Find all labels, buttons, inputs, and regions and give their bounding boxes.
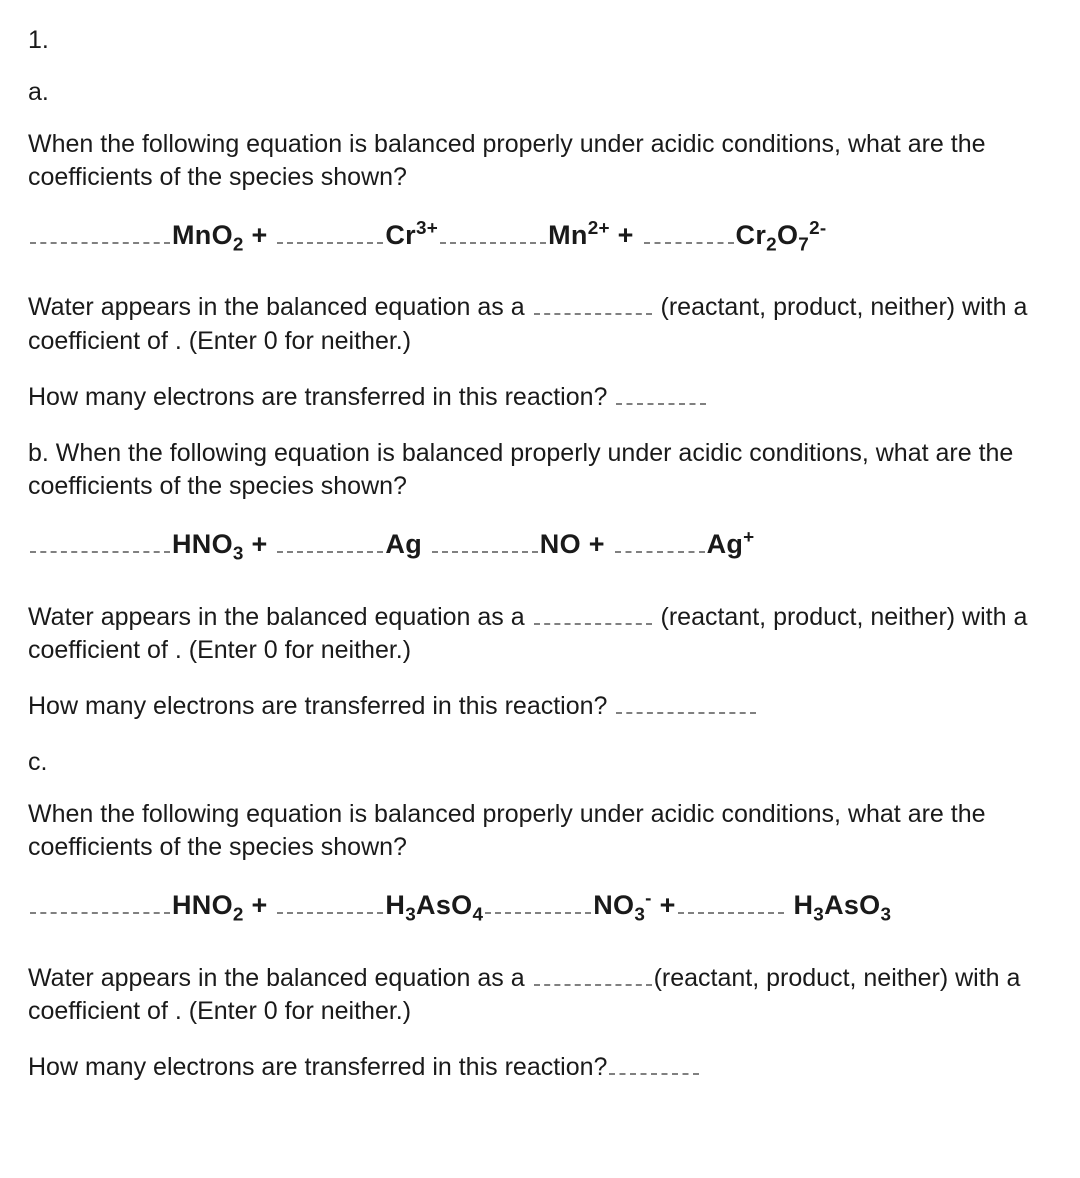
part-c-water-line: Water appears in the balanced equation a… — [28, 962, 1052, 1030]
part-b-equation: HNO3 + Ag NO + Ag+ — [28, 526, 1052, 562]
species-ag-plus: Ag+ — [707, 529, 755, 559]
blank-b-coef3[interactable] — [432, 530, 538, 553]
blank-a-coef4[interactable] — [644, 221, 734, 244]
part-a-label: a. — [28, 76, 1052, 110]
problem-number: 1. — [28, 24, 1052, 58]
part-b-question: b. When the following equation is balanc… — [28, 437, 1052, 505]
species-no3-minus: NO3- — [593, 890, 652, 920]
part-a-electrons-line: How many electrons are transferred in th… — [28, 381, 1052, 415]
blank-a-electrons[interactable] — [616, 384, 706, 405]
blank-a-coef2[interactable] — [277, 221, 383, 244]
part-a: a. When the following equation is balanc… — [28, 76, 1052, 415]
part-c-electrons-line: How many electrons are transferred in th… — [28, 1051, 1052, 1085]
part-b-label: b. — [28, 439, 56, 467]
part-a-equation: MnO2 + Cr3+Mn2+ + Cr2O72- — [28, 217, 1052, 253]
blank-c-coef2[interactable] — [277, 891, 383, 914]
blank-a-coef3[interactable] — [440, 221, 546, 244]
blank-b-electrons[interactable] — [616, 693, 756, 714]
species-hno2: HNO2 — [172, 890, 244, 920]
species-mn2: Mn2+ — [548, 220, 610, 250]
part-c-equation: HNO2 + H3AsO4NO3- + H3AsO3 — [28, 887, 1052, 923]
blank-c-water[interactable] — [534, 964, 652, 985]
blank-a-water[interactable] — [534, 294, 652, 315]
part-b-water-line: Water appears in the balanced equation a… — [28, 601, 1052, 669]
blank-c-electrons[interactable] — [609, 1054, 699, 1075]
species-h3aso4: H3AsO4 — [385, 890, 483, 920]
part-b-electrons-line: How many electrons are transferred in th… — [28, 690, 1052, 724]
part-c: c. When the following equation is balanc… — [28, 746, 1052, 1085]
blank-b-water[interactable] — [534, 603, 652, 624]
species-mno2: MnO2 — [172, 220, 244, 250]
part-c-label: c. — [28, 746, 1052, 780]
species-hno3: HNO3 — [172, 529, 244, 559]
part-a-water-line: Water appears in the balanced equation a… — [28, 291, 1052, 359]
blank-b-coef1[interactable] — [30, 530, 170, 553]
blank-b-coef4[interactable] — [615, 530, 705, 553]
part-b: b. When the following equation is balanc… — [28, 437, 1052, 724]
species-ag: Ag — [385, 529, 422, 559]
blank-c-coef4[interactable] — [678, 891, 784, 914]
blank-c-coef1[interactable] — [30, 891, 170, 914]
blank-c-coef3[interactable] — [485, 891, 591, 914]
blank-b-coef2[interactable] — [277, 530, 383, 553]
species-cr3: Cr3+ — [385, 220, 438, 250]
part-c-question: When the following equation is balanced … — [28, 798, 1052, 866]
species-h3aso3: H3AsO3 — [786, 890, 892, 920]
part-a-question: When the following equation is balanced … — [28, 128, 1052, 196]
species-cr2o7: Cr2O72- — [736, 220, 827, 250]
species-no: NO — [540, 529, 581, 559]
blank-a-coef1[interactable] — [30, 221, 170, 244]
